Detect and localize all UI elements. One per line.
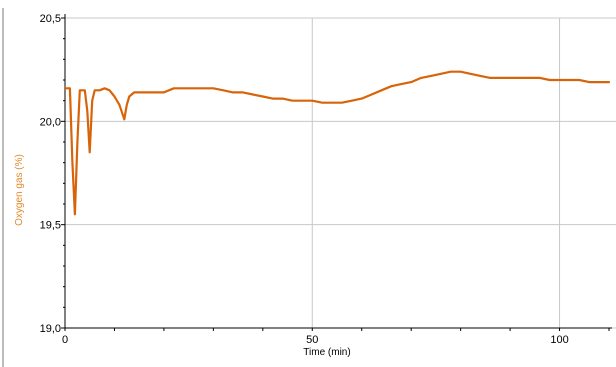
x-tick-label: 0	[62, 334, 68, 346]
x-tick-label: 100	[550, 334, 568, 346]
series-layer	[63, 70, 611, 216]
y-tick-label: 20,5	[40, 13, 61, 25]
y-tick-label: 19,0	[40, 323, 61, 335]
x-tick-label: 50	[306, 334, 318, 346]
grid-layer	[65, 17, 616, 329]
axis-layer: 19,0 19,5 20,0 20,5 0 50 100	[40, 13, 612, 346]
y-axis-label: Oxygen gas (%)	[14, 154, 25, 226]
series-line	[63, 70, 611, 216]
x-axis-label: Time (min)	[303, 347, 350, 358]
y-tick-label: 19,5	[40, 220, 61, 232]
y-tick-label: 20,0	[40, 116, 61, 128]
